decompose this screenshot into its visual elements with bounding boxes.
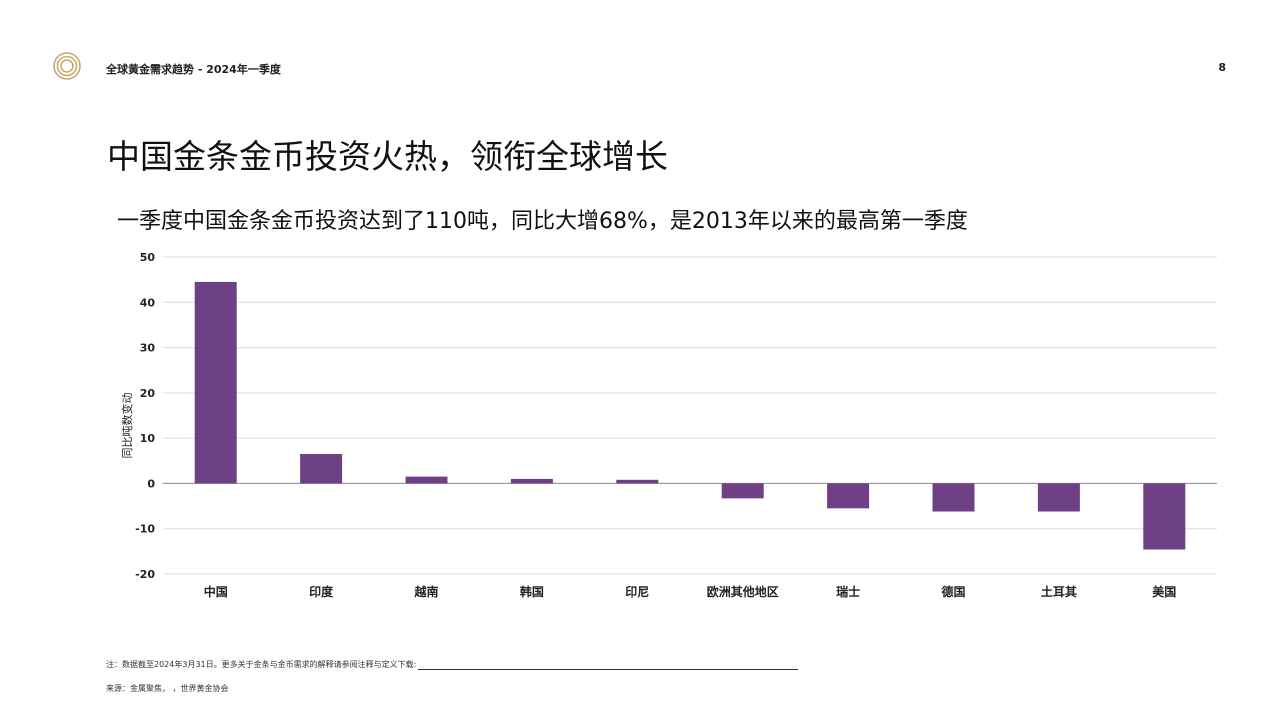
x-tick-label: 韩国: [520, 584, 544, 599]
x-tick-label: 欧洲其他地区: [707, 584, 779, 599]
bar-2: [405, 476, 448, 484]
y-tick-label: 40: [140, 296, 156, 309]
document-title: 全球黄金需求趋势 - 2024年一季度: [106, 63, 281, 76]
bar-8: [1037, 483, 1080, 512]
y-tick-label: 0: [147, 477, 155, 490]
bar-chart: 50 40 30 20 10 0 -10 -20 中国 印度 越南 韩国 印尼 欧洲其他地区 瑞士 德国 土耳其…: [120, 251, 1217, 599]
download-link[interactable]: [418, 661, 799, 670]
footnote: 注：数据截至2024年3月31日。更多关于金条与金币需求的解释请参阅注释与定义下…: [106, 659, 799, 670]
x-tick-label: 印度: [309, 584, 334, 599]
y-axis-label: 同比吨数变动: [120, 393, 134, 459]
bar-4: [616, 479, 659, 484]
slide-subtitle: 一季度中国金条金币投资达到了110吨，同比大增68%，是2013年以来的最高第一…: [117, 209, 968, 234]
x-tick-label: 印尼: [625, 585, 649, 599]
y-tick-label: 50: [140, 251, 156, 264]
bar-3: [510, 478, 553, 484]
page-number: 8: [1218, 61, 1226, 74]
x-tick-label: 瑞士: [836, 584, 860, 599]
bar-9: [1143, 483, 1186, 550]
x-tick-label: 德国: [941, 584, 965, 599]
bar-7: [932, 483, 975, 512]
x-tick-label: 美国: [1152, 584, 1176, 599]
footnote-text: 注：数据截至2024年3月31日。更多关于金条与金币需求的解释请参阅注释与定义下…: [106, 660, 417, 669]
bar-6: [827, 483, 870, 509]
x-tick-label: 土耳其: [1041, 584, 1077, 599]
source-note: 来源：金属聚焦， ，世界黄金协会: [106, 684, 229, 693]
y-tick-label: -10: [135, 523, 155, 536]
bar-5: [721, 483, 764, 499]
y-tick-label: 30: [140, 342, 156, 355]
bar-1: [300, 453, 343, 484]
y-tick-label: 10: [140, 432, 156, 445]
bar-0: [194, 281, 237, 484]
wgc-logo-icon: [53, 52, 81, 80]
x-tick-label: 中国: [204, 584, 228, 599]
y-tick-label: -20: [135, 568, 155, 581]
x-tick-label: 越南: [413, 584, 438, 599]
slide-title: 中国金条金币投资火热，领衔全球增长: [107, 137, 668, 176]
y-tick-label: 20: [140, 387, 156, 400]
